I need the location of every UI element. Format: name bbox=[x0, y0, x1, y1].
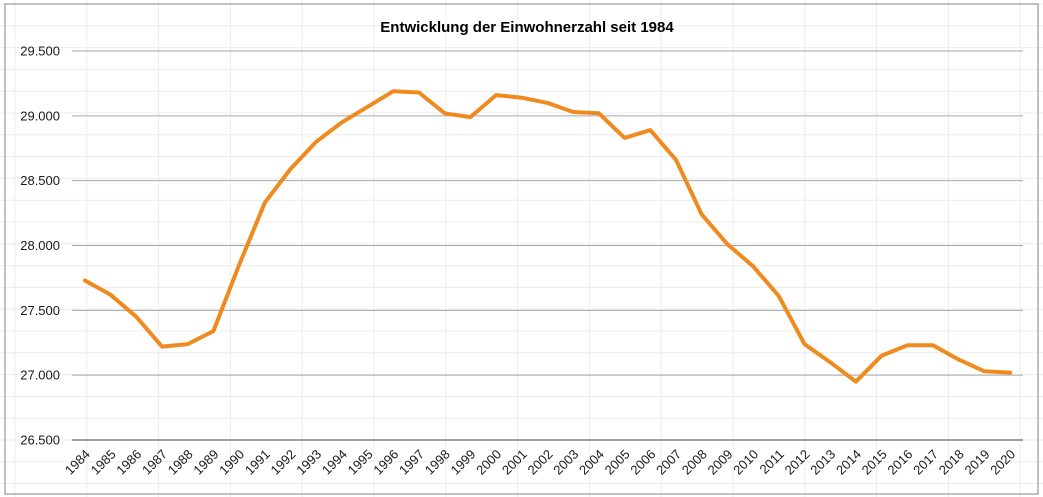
y-axis-label: 29.000 bbox=[20, 108, 60, 123]
y-axis-label: 27.500 bbox=[20, 303, 60, 318]
chart-title: Entwicklung der Einwohnerzahl seit 1984 bbox=[380, 19, 674, 36]
y-axis-label: 26.500 bbox=[20, 433, 60, 448]
plot-area: 26.500 27.000 27.500 28.000 28.500 29.000 29.5… bbox=[20, 44, 1023, 478]
chart-border bbox=[4, 3, 1039, 495]
population-series-line bbox=[82, 89, 1013, 384]
y-axis-label: 28.500 bbox=[20, 173, 60, 188]
y-axis-label: 27.000 bbox=[20, 368, 60, 383]
y-axis-label: 28.000 bbox=[20, 238, 60, 253]
y-axis-label: 29.500 bbox=[20, 44, 60, 59]
